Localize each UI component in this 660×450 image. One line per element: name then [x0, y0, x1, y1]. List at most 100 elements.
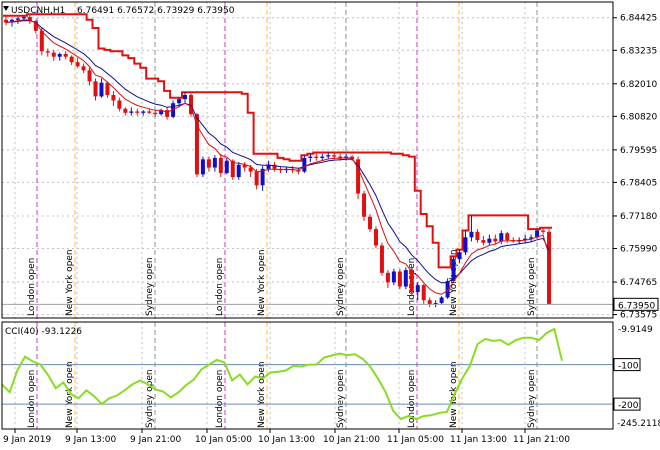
candle-body: [368, 216, 373, 230]
time-tick-label: 9 Jan 21:00: [130, 435, 182, 445]
cci-panel-frame: [1, 321, 614, 430]
price-channel: [3, 13, 552, 269]
candle-body: [481, 240, 486, 243]
candle-body: [9, 19, 14, 23]
candle-body: [373, 229, 378, 246]
symbol-dropdown-icon[interactable]: [3, 6, 9, 11]
cci-level-box: [613, 397, 641, 411]
candle-body: [266, 164, 271, 169]
candle-body: [87, 70, 92, 82]
candle-body: [123, 108, 128, 113]
candle-body: [81, 66, 86, 71]
price-tick-label: 6.74765: [620, 278, 657, 288]
candle-body: [27, 17, 32, 22]
candle-body: [39, 30, 44, 52]
candle-body: [153, 112, 158, 115]
candle-body: [320, 156, 325, 158]
session-label-cci-london: London open: [407, 370, 417, 428]
candle-body: [385, 272, 390, 283]
candle-body: [415, 285, 420, 293]
session-label-cci-london: London open: [27, 370, 37, 428]
candle-body: [63, 53, 68, 57]
candle-body: [302, 157, 307, 172]
cci-axis-bottom: -245.2118: [617, 419, 660, 429]
price-tick-label: 6.78405: [620, 178, 657, 188]
price-tick-label: 6.84425: [620, 14, 657, 24]
candle-body: [469, 231, 474, 238]
candle-body: [493, 238, 498, 242]
candlesticks: [2, 14, 613, 308]
candle-body: [129, 111, 134, 113]
candle-body: [99, 82, 104, 97]
candle-body: [451, 259, 456, 282]
candle-body: [200, 159, 205, 175]
price-tick-label: 6.73575: [620, 311, 657, 321]
time-tick-label: 10 Jan 21:00: [323, 435, 380, 445]
cci-axis-top: -9.9149: [618, 325, 653, 335]
ma-red-line: [5, 19, 550, 295]
candle-body: [212, 157, 217, 168]
candle-body: [433, 302, 438, 305]
candle-body: [547, 231, 552, 305]
candle-body: [51, 52, 56, 57]
session-label-cci-sydney: Sydney open: [527, 369, 537, 428]
cci-level-label: -200: [618, 401, 639, 411]
candle-body: [248, 167, 253, 172]
candle-body: [391, 271, 396, 283]
time-tick-label: 10 Jan 13:00: [258, 435, 315, 445]
candle-body: [254, 171, 259, 186]
panel-frames: 6.73950: [1, 1, 659, 430]
time-tick-label: 9 Jan 2019: [3, 435, 51, 445]
session-label-cci-newyork: New York open: [257, 361, 267, 428]
session-label-cci-sydney: Sydney open: [336, 369, 346, 428]
price-tick-label: 6.79595: [620, 146, 657, 156]
candle-body: [421, 285, 426, 301]
candle-body: [535, 230, 540, 238]
candle-body: [541, 230, 546, 232]
channel-line: [3, 13, 552, 269]
session-label-cci-sydney: Sydney open: [145, 369, 155, 428]
candle-body: [457, 252, 462, 260]
time-tick-label: 11 Jan 21:00: [513, 435, 570, 445]
candle-body: [523, 238, 528, 241]
candle-body: [403, 270, 408, 287]
candle-body: [177, 99, 182, 104]
moving-averages: [5, 19, 550, 295]
cci-level-label: -100: [618, 362, 639, 372]
candle-body: [188, 95, 193, 115]
candle-body: [218, 157, 223, 173]
candle-body: [57, 53, 62, 57]
candle-body: [332, 155, 337, 157]
candle-body: [356, 159, 361, 194]
candle-body: [224, 160, 229, 173]
candle-body: [147, 111, 152, 113]
cci-label: CCI(40) -93.1226: [5, 327, 82, 337]
session-label-london: London open: [215, 258, 225, 316]
session-label-cci-newyork: New York open: [65, 361, 75, 428]
candle-body: [445, 281, 450, 298]
candle-body: [33, 21, 38, 31]
candle-body: [236, 164, 241, 178]
price-tick-label: 6.75990: [620, 245, 657, 255]
candle-body: [439, 297, 444, 303]
candle-body: [242, 164, 247, 168]
candle-body: [272, 164, 277, 169]
candle-body: [409, 270, 414, 293]
candle-body: [487, 238, 492, 243]
price-tick-label: 6.80820: [620, 112, 657, 122]
candle-body: [159, 110, 164, 115]
price-panel-frame: [1, 1, 614, 319]
session-label-newyork: New York open: [65, 249, 75, 316]
candle-body: [505, 233, 510, 241]
session-label-london: London open: [27, 258, 37, 316]
candle-body: [105, 82, 110, 96]
session-label-sydney: Sydney open: [527, 257, 537, 316]
price-tick-label: 6.83235: [620, 46, 657, 56]
cci-panel: -100 -200: [1, 327, 641, 421]
session-label-cci-london: London open: [215, 370, 225, 428]
candle-body: [69, 56, 74, 63]
candle-body: [308, 156, 313, 158]
candle-body: [21, 17, 26, 19]
time-tick-label: 11 Jan 05:00: [387, 435, 444, 445]
